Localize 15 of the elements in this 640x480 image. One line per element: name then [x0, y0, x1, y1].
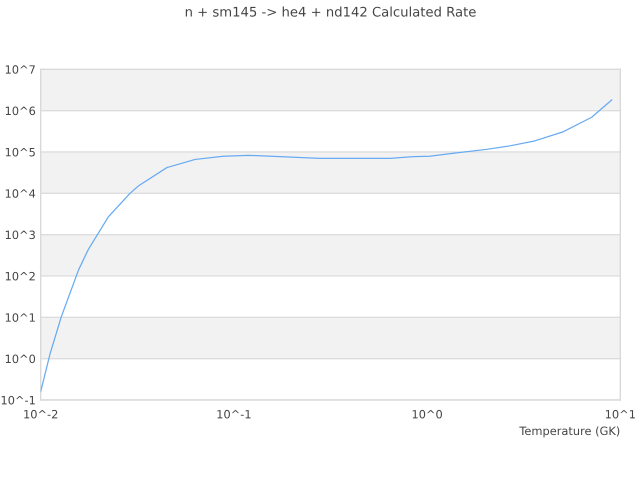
y-tick-label: 10^7	[6, 65, 35, 74]
x-axis-title: Temperature (GK)	[519, 426, 620, 438]
x-tick-label: 10^1	[606, 410, 635, 419]
chart-title: n + sm145 -> he4 + nd142 Calculated Rate	[186, 6, 476, 17]
y-tick-label: 10^6	[6, 106, 36, 116]
x-tick-label: 10^-1	[217, 410, 251, 419]
x-tick-label: 10^-2	[24, 410, 58, 419]
y-tick-label: 10^5	[6, 148, 35, 156]
y-tick-label: 10^2	[6, 272, 35, 280]
x-tick-label: 10^0	[412, 410, 442, 419]
y-tick-label: 10^0	[6, 354, 36, 364]
y-tick-label: 10^3	[6, 230, 35, 240]
y-tick-label: 10^1	[6, 313, 35, 322]
y-tick-label: 10^4	[6, 189, 36, 198]
y-tick-label: 10^-1	[2, 396, 35, 404]
